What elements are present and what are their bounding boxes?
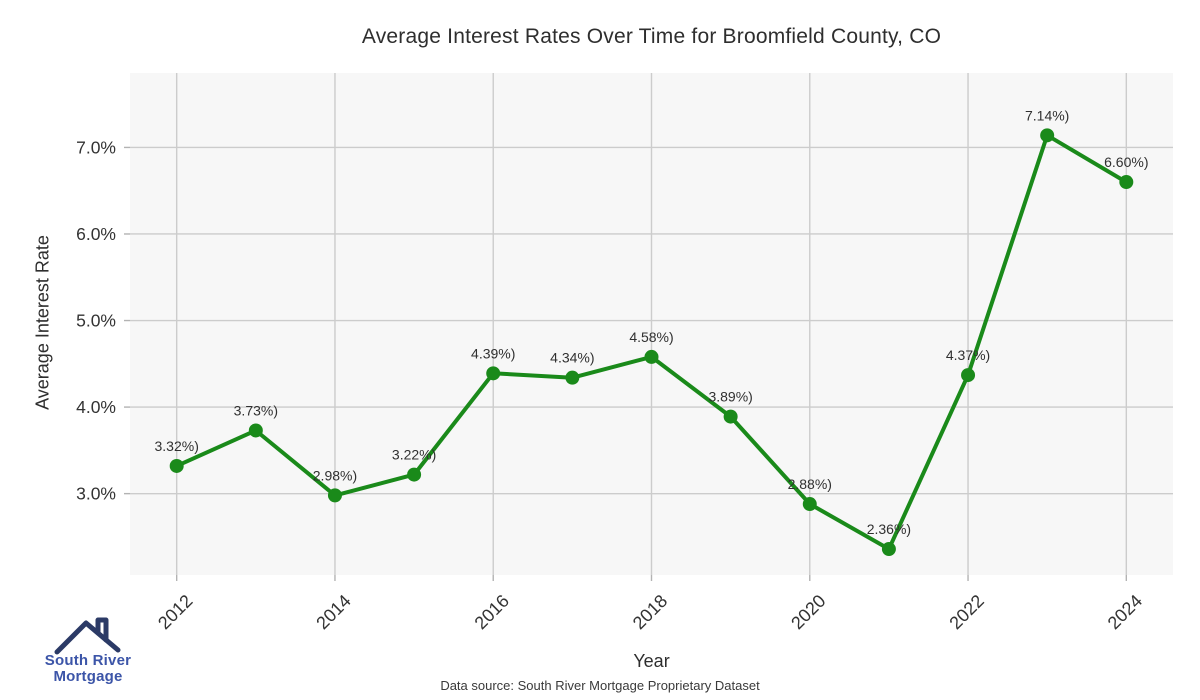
y-axis-tick-label: 4.0% bbox=[76, 397, 116, 417]
y-axis-tick-label: 7.0% bbox=[76, 137, 116, 157]
data-point-label: 2.88%) bbox=[788, 476, 832, 492]
data-point-label: 6.60%) bbox=[1104, 154, 1148, 170]
data-point bbox=[881, 542, 896, 557]
data-point-label: 4.39%) bbox=[471, 345, 515, 361]
data-point bbox=[565, 370, 580, 385]
data-point bbox=[644, 349, 659, 364]
y-axis-tick-label: 5.0% bbox=[76, 311, 116, 331]
data-point-label: 4.58%) bbox=[629, 329, 673, 345]
data-point-label: 2.98%) bbox=[313, 467, 357, 483]
data-point-label: 4.37%) bbox=[946, 347, 990, 363]
data-point-label: 3.22%) bbox=[392, 447, 436, 463]
data-point bbox=[961, 368, 976, 383]
data-point bbox=[1119, 175, 1134, 190]
data-point bbox=[723, 409, 738, 424]
data-point-label: 3.73%) bbox=[234, 402, 278, 418]
data-point-label: 3.89%) bbox=[708, 389, 752, 405]
source-note: Data source: South River Mortgage Propri… bbox=[440, 678, 760, 693]
y-axis-tick-label: 6.0% bbox=[76, 224, 116, 244]
x-axis-tick-label: 2014 bbox=[312, 591, 354, 633]
company-logo: South River Mortgage bbox=[18, 608, 158, 693]
house-roof-icon bbox=[54, 617, 121, 655]
logo-text-line2: Mortgage bbox=[53, 668, 123, 685]
data-point-label: 4.34%) bbox=[550, 350, 594, 366]
x-axis-tick-label: 2012 bbox=[154, 591, 196, 633]
y-axis-title: Average Interest Rate bbox=[32, 235, 53, 410]
data-point bbox=[486, 366, 501, 381]
x-axis-tick-label: 2022 bbox=[945, 591, 987, 633]
data-point-label: 7.14%) bbox=[1025, 107, 1069, 123]
data-point bbox=[248, 423, 263, 438]
chart-title: Average Interest Rates Over Time for Bro… bbox=[361, 25, 942, 48]
x-axis-tick-label: 2016 bbox=[471, 591, 513, 633]
x-axis-tick-label: 2020 bbox=[787, 591, 829, 633]
data-point bbox=[802, 497, 817, 512]
data-point-label: 3.32%) bbox=[155, 438, 199, 454]
logo-text-line1: South River bbox=[44, 652, 132, 669]
x-axis-title: Year bbox=[633, 651, 670, 671]
data-point bbox=[169, 458, 184, 473]
data-point-label: 2.36%) bbox=[867, 521, 911, 537]
data-point bbox=[407, 467, 422, 482]
x-axis-tick-label: 2018 bbox=[629, 591, 671, 633]
data-point bbox=[1040, 128, 1055, 143]
x-axis-tick-label: 2024 bbox=[1104, 591, 1146, 633]
y-axis-tick-label: 3.0% bbox=[76, 484, 116, 504]
data-point bbox=[327, 488, 342, 503]
